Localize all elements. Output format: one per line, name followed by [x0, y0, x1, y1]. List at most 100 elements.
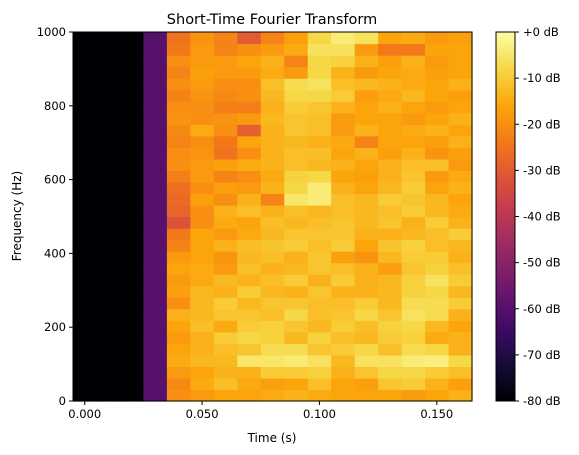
heatmap-cell: [213, 124, 238, 137]
heatmap-cell: [331, 320, 356, 333]
heatmap-cell: [73, 147, 98, 160]
heatmap-cell: [96, 285, 121, 298]
heatmap-cell: [331, 158, 356, 171]
heatmap-cell: [448, 331, 473, 344]
heatmap-cell: [354, 66, 379, 79]
heatmap-cell: [307, 354, 332, 368]
heatmap-cell: [307, 181, 332, 195]
heatmap-cell: [331, 204, 356, 218]
heatmap-cell: [73, 78, 98, 91]
heatmap-cell: [401, 170, 426, 183]
heatmap-cell: [307, 32, 332, 45]
heatmap-cell: [237, 389, 262, 402]
heatmap-cell: [378, 251, 403, 264]
heatmap-cell: [96, 216, 121, 229]
heatmap-cell: [237, 112, 262, 125]
heatmap-cell: [284, 377, 309, 391]
heatmap-cell: [354, 377, 379, 391]
heatmap-cell: [119, 297, 145, 310]
heatmap-cell: [73, 389, 98, 402]
heatmap-cell: [354, 251, 379, 264]
heatmap-cell: [143, 158, 168, 171]
heatmap-cell: [143, 262, 168, 275]
heatmap-cell: [166, 204, 191, 218]
heatmap-cell: [96, 274, 121, 287]
heatmap-cell: [331, 216, 356, 229]
heatmap-cell: [401, 181, 426, 195]
heatmap-cell: [96, 366, 121, 379]
heatmap-cell: [307, 308, 332, 321]
heatmap-cell: [307, 78, 332, 91]
heatmap-cell: [331, 389, 356, 402]
heatmap-cell: [237, 124, 262, 137]
heatmap-cell: [73, 181, 98, 195]
heatmap-cell: [307, 193, 332, 206]
heatmap-cell: [284, 89, 309, 102]
heatmap-cell: [448, 320, 473, 333]
heatmap-cell: [331, 331, 356, 344]
heatmap-cell: [284, 216, 309, 229]
heatmap-cell: [73, 320, 98, 333]
heatmap-cell: [401, 228, 426, 241]
heatmap-cell: [166, 320, 191, 333]
heatmap-cell: [354, 78, 379, 91]
heatmap-cell: [190, 239, 215, 252]
heatmap-cell: [96, 239, 121, 252]
heatmap-cell: [166, 193, 191, 206]
heatmap-cell: [354, 239, 379, 252]
heatmap-cell: [401, 78, 426, 91]
heatmap-cell: [425, 66, 450, 79]
heatmap-cell: [119, 389, 145, 402]
heatmap-cell: [260, 66, 285, 79]
heatmap-cell: [354, 389, 379, 402]
heatmap-cell: [425, 89, 450, 102]
heatmap-cell: [448, 170, 473, 183]
heatmap-cell: [190, 170, 215, 183]
heatmap-cell: [166, 343, 191, 356]
heatmap-cell: [425, 135, 450, 148]
heatmap-cell: [166, 181, 191, 195]
heatmap-cell: [213, 170, 238, 183]
heatmap-cell: [354, 228, 379, 241]
heatmap-cell: [260, 124, 285, 137]
heatmap-cell: [401, 135, 426, 148]
heatmap-cell: [401, 389, 426, 402]
heatmap-cell: [401, 204, 426, 218]
heatmap-cell: [213, 66, 238, 79]
heatmap-cell: [448, 343, 473, 356]
heatmap-cell: [237, 216, 262, 229]
heatmap-cell: [331, 101, 356, 114]
heatmap-cell: [119, 181, 145, 195]
heatmap-cell: [284, 147, 309, 160]
heatmap-cell: [307, 112, 332, 125]
heatmap-cell: [307, 262, 332, 275]
heatmap-cell: [378, 158, 403, 171]
heatmap-cell: [378, 112, 403, 125]
heatmap-cell: [237, 158, 262, 171]
heatmap-cell: [119, 112, 145, 125]
heatmap-cell: [96, 377, 121, 391]
heatmap-cell: [378, 147, 403, 160]
heatmap-cell: [448, 274, 473, 287]
heatmap-cell: [190, 331, 215, 344]
heatmap-cell: [237, 239, 262, 252]
heatmap-cell: [166, 89, 191, 102]
heatmap-cell: [354, 343, 379, 356]
heatmap-cell: [119, 377, 145, 391]
heatmap-cell: [378, 239, 403, 252]
heatmap-cell: [307, 66, 332, 79]
heatmap-cell: [96, 354, 121, 368]
heatmap-cell: [425, 251, 450, 264]
heatmap-cell: [448, 43, 473, 56]
heatmap-cell: [354, 308, 379, 321]
heatmap-cell: [190, 78, 215, 91]
heatmap-cell: [213, 239, 238, 252]
heatmap-cell: [260, 43, 285, 56]
heatmap-cell: [73, 135, 98, 148]
heatmap-cell: [213, 320, 238, 333]
heatmap-cell: [237, 274, 262, 287]
heatmap-cell: [166, 32, 191, 45]
heatmap-cell: [213, 43, 238, 56]
heatmap-cell: [73, 204, 98, 218]
heatmap-cell: [425, 124, 450, 137]
